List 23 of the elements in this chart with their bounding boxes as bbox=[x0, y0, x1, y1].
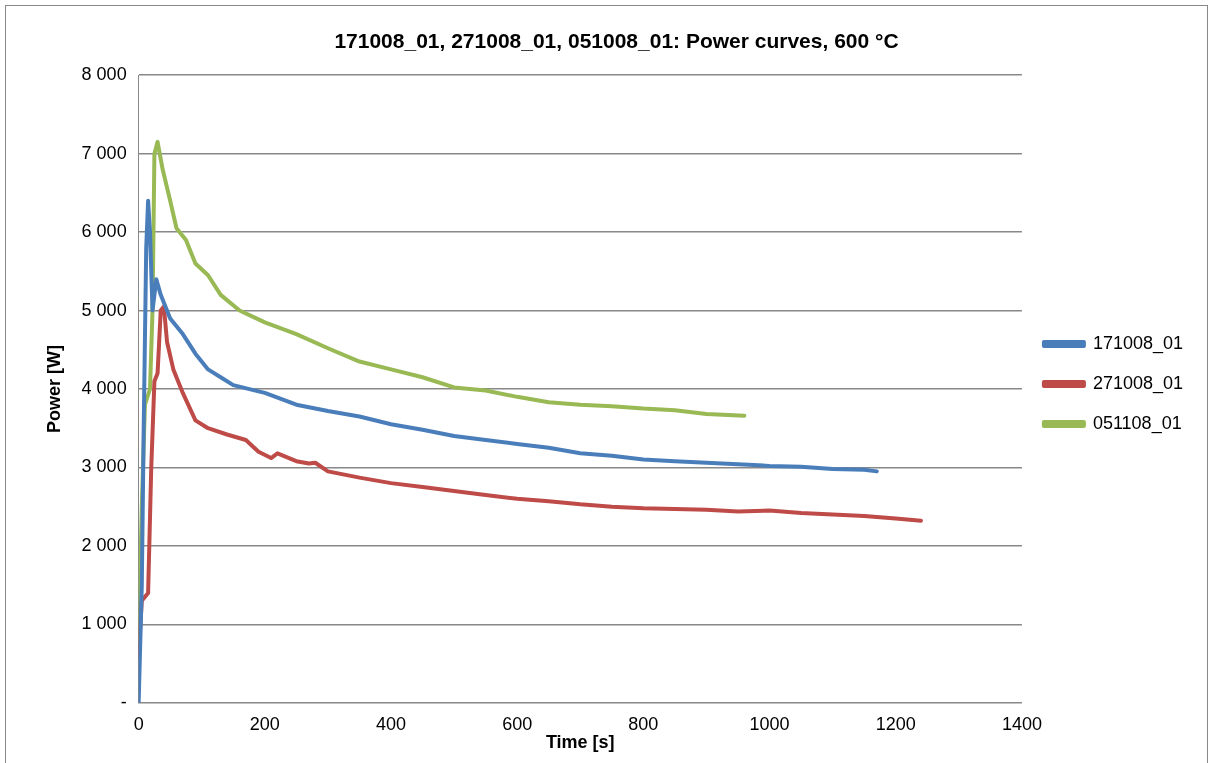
legend-label: 271008_01 bbox=[1092, 372, 1184, 394]
x-tick-label: 400 bbox=[375, 713, 407, 734]
y-tick-label: 4 000 bbox=[81, 377, 127, 398]
y-tick-label: 8 000 bbox=[81, 64, 127, 85]
legend-label: 051108_01 bbox=[1092, 412, 1182, 434]
x-axis-title: Time [s] bbox=[545, 732, 615, 753]
y-tick-label: 6 000 bbox=[81, 221, 127, 242]
y-tick-label: 3 000 bbox=[81, 456, 127, 477]
x-tick-label: 800 bbox=[628, 713, 659, 734]
x-tick-label: 200 bbox=[249, 713, 280, 734]
x-tick-label: 1400 bbox=[1001, 713, 1042, 734]
y-tick-label: 7 000 bbox=[81, 142, 127, 163]
y-axis-title: Power [W] bbox=[43, 345, 64, 433]
y-tick-label: - bbox=[120, 691, 127, 712]
x-tick-label: 1000 bbox=[749, 713, 790, 734]
y-tick-label: 2 000 bbox=[81, 534, 127, 555]
legend-label: 171008_01 bbox=[1092, 332, 1184, 354]
x-tick-label: 1200 bbox=[875, 713, 916, 734]
x-tick-label: 600 bbox=[502, 713, 533, 734]
y-tick-label: 5 000 bbox=[81, 299, 127, 320]
y-tick-label: 1 000 bbox=[81, 613, 127, 634]
chart-title: 171008_01, 271008_01, 051008_01: Power curves, 600 °C bbox=[334, 29, 899, 53]
x-tick-label: 0 bbox=[133, 713, 144, 734]
